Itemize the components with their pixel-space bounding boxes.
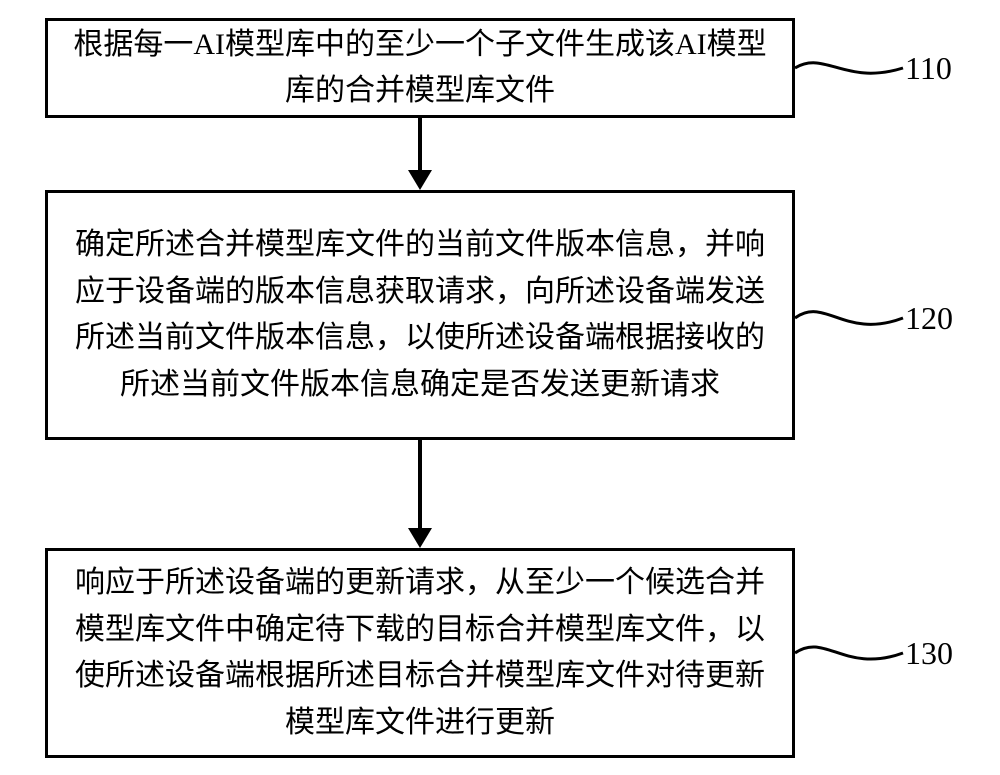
flow-node-1-text: 根据每一AI模型库中的至少一个子文件生成该AI模型库的合并模型库文件	[72, 22, 768, 115]
flow-node-3: 响应于所述设备端的更新请求，从至少一个候选合并模型库文件中确定待下载的目标合并模…	[45, 548, 795, 758]
connector-curve-2	[795, 296, 905, 340]
flow-node-3-text: 响应于所述设备端的更新请求，从至少一个候选合并模型库文件中确定待下载的目标合并模…	[72, 560, 768, 746]
arrow-2-head	[408, 528, 432, 548]
arrow-2-line	[418, 440, 422, 530]
flow-node-2-text: 确定所述合并模型库文件的当前文件版本信息，并响应于设备端的版本信息获取请求，向所…	[72, 222, 768, 408]
label-130: 130	[905, 635, 953, 672]
flow-node-2: 确定所述合并模型库文件的当前文件版本信息，并响应于设备端的版本信息获取请求，向所…	[45, 190, 795, 440]
flowchart-canvas: 根据每一AI模型库中的至少一个子文件生成该AI模型库的合并模型库文件 确定所述合…	[0, 0, 1000, 775]
arrow-1-head	[408, 170, 432, 190]
label-110: 110	[905, 50, 952, 87]
connector-curve-1	[795, 48, 905, 88]
arrow-1-line	[418, 118, 422, 172]
connector-curve-3	[795, 632, 905, 674]
flow-node-1: 根据每一AI模型库中的至少一个子文件生成该AI模型库的合并模型库文件	[45, 18, 795, 118]
label-120: 120	[905, 300, 953, 337]
